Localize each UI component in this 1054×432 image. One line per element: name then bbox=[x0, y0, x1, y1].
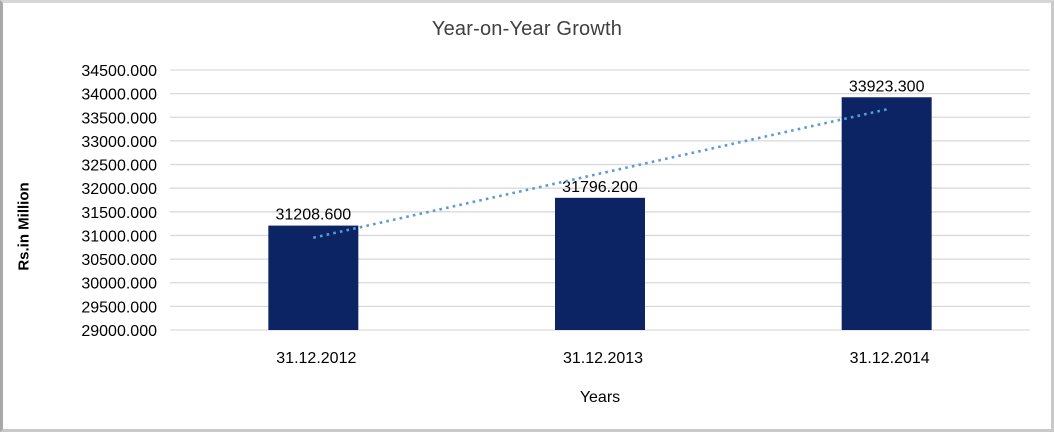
bar-data-label: 31796.200 bbox=[562, 179, 638, 196]
y-tick-label: 33500.000 bbox=[81, 110, 157, 127]
x-tick-label: 31.12.2014 bbox=[850, 350, 930, 367]
y-tick-label: 30000.000 bbox=[81, 276, 157, 293]
bar bbox=[268, 225, 359, 330]
x-axis-title: Years bbox=[579, 389, 621, 406]
y-tick-label: 32500.000 bbox=[81, 158, 157, 175]
y-axis-title: Rs.in Million bbox=[15, 182, 33, 271]
y-tick-label: 32000.000 bbox=[81, 181, 157, 198]
y-tick-label: 34000.000 bbox=[81, 87, 157, 104]
x-tick-label: 31.12.2013 bbox=[563, 350, 643, 367]
y-tick-label: 29500.000 bbox=[81, 299, 157, 316]
y-tick-label: 31000.000 bbox=[81, 228, 157, 245]
bar bbox=[841, 97, 932, 331]
y-tick-label: 34500.000 bbox=[81, 63, 157, 80]
y-tick-label: 33000.000 bbox=[81, 134, 157, 151]
y-tick-label: 30500.000 bbox=[81, 252, 157, 269]
bar-data-label: 31208.600 bbox=[276, 207, 352, 224]
trendline bbox=[313, 108, 887, 239]
chart-title: Year-on-Year Growth bbox=[431, 18, 623, 40]
y-tick-label: 31500.000 bbox=[81, 205, 157, 222]
bar-data-label: 33923.300 bbox=[849, 78, 925, 95]
bar bbox=[555, 197, 645, 330]
y-tick-label: 29000.000 bbox=[81, 323, 157, 340]
x-tick-label: 31.12.2012 bbox=[276, 350, 356, 367]
